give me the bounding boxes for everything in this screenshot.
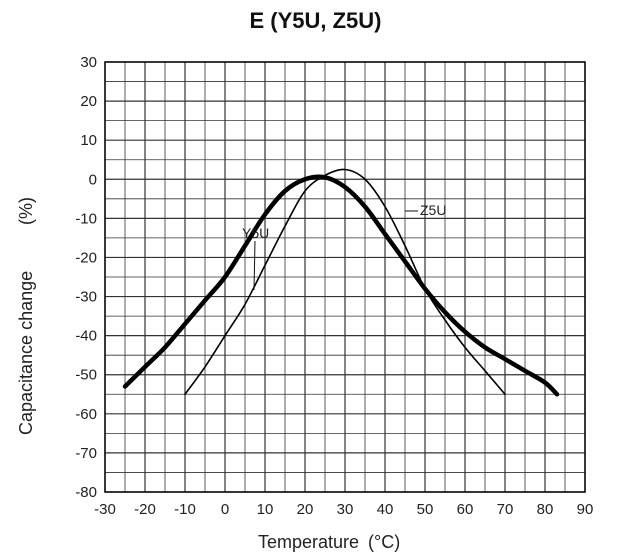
x-tick-label: 10 [257, 501, 274, 518]
x-axis-unit: (°C) [368, 532, 400, 552]
y-axis-label: Capacitance change [16, 271, 36, 435]
y-tick-label: 10 [80, 132, 97, 149]
y-tick-label: -20 [75, 249, 97, 266]
x-tick-label: 0 [221, 501, 229, 518]
x-axis-ticks: -30 -20 -10 0 10 20 30 40 50 60 70 80 90 [94, 501, 593, 518]
x-tick-label: 70 [497, 501, 514, 518]
series-label-y5u: Y5U [242, 225, 269, 241]
y-tick-label: 30 [80, 54, 97, 71]
series-label-leader-y5u [253, 240, 256, 291]
y-tick-label: -10 [75, 210, 97, 227]
x-tick-label: 60 [457, 501, 474, 518]
x-tick-label: 20 [297, 501, 314, 518]
y-tick-label: 20 [80, 93, 97, 110]
x-tick-label: 90 [577, 501, 594, 518]
x-tick-label: -20 [134, 501, 156, 518]
x-tick-label: 80 [537, 501, 554, 518]
x-tick-label: 40 [377, 501, 394, 518]
y-tick-label: -60 [75, 406, 97, 423]
y-tick-label: -30 [75, 289, 97, 306]
series-label-z5u: Z5U [420, 202, 446, 218]
series-line-y5u [122, 174, 560, 397]
y-tick-label: -40 [75, 328, 97, 345]
y-axis-ticks: 30 20 10 0 -10 -20 -30 -40 -50 -60 -70 -80 [75, 54, 97, 501]
y-tick-label: -70 [75, 445, 97, 462]
x-tick-label: 30 [337, 501, 354, 518]
x-tick-label: 50 [417, 501, 434, 518]
y-axis-unit: (%) [16, 197, 36, 225]
chart-title: E (Y5U, Z5U) [249, 8, 382, 33]
series-line-z5u [184, 168, 506, 396]
chart-grid [104, 61, 586, 493]
x-tick-label: -30 [94, 501, 116, 518]
y-tick-label: 0 [89, 171, 97, 188]
y-tick-label: -50 [75, 367, 97, 384]
x-tick-label: -10 [174, 501, 196, 518]
plot-frame [104, 61, 586, 493]
x-axis-label: Temperature [258, 532, 359, 552]
y-tick-label: -80 [75, 484, 97, 501]
chart-series [122, 168, 560, 397]
